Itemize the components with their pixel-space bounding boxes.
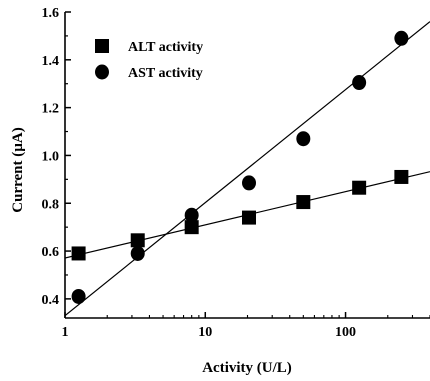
data-point-circle [352, 75, 367, 91]
data-point-square [352, 180, 367, 195]
data-point-square [130, 233, 145, 248]
data-point-circle [130, 245, 145, 261]
data-point-square [71, 246, 86, 261]
data-point-square [296, 195, 311, 210]
series-square [65, 169, 430, 261]
x-tick-label: 1 [62, 325, 69, 340]
data-point-square [394, 169, 409, 184]
legend-label-circle: AST activity [128, 66, 203, 81]
y-tick-label: 1.2 [42, 102, 60, 117]
y-axis-title: Current (µA) [10, 127, 26, 212]
y-tick-label: 0.6 [42, 245, 60, 260]
y-tick-label: 1.4 [42, 54, 60, 69]
y-tick-label: 1.6 [42, 6, 60, 21]
plot-area [65, 21, 430, 317]
fit-line-circle [65, 21, 430, 317]
series-circle [65, 21, 430, 317]
y-tick-label: 1.0 [42, 149, 60, 164]
legend: ALT activity AST activity [95, 39, 203, 81]
x-axis-title: Activity (U/L) [202, 360, 292, 376]
data-point-circle [71, 288, 86, 304]
axes: 0.4 0.6 0.8 1.0 1.2 1.4 1.6 1 10 100 [42, 6, 430, 340]
y-tick-label: 0.4 [42, 293, 60, 308]
data-point-circle [242, 175, 257, 191]
data-point-square [242, 210, 257, 225]
legend-label-square: ALT activity [128, 40, 203, 55]
legend-marker-circle [95, 64, 109, 80]
legend-marker-square [95, 39, 109, 53]
x-tick-label: 100 [335, 325, 356, 340]
x-tick-label: 10 [198, 325, 212, 340]
data-point-circle [296, 131, 311, 147]
data-point-circle [394, 30, 409, 46]
data-point-square [184, 220, 199, 235]
data-point-circle [184, 207, 199, 223]
y-tick-label: 0.8 [42, 197, 60, 212]
